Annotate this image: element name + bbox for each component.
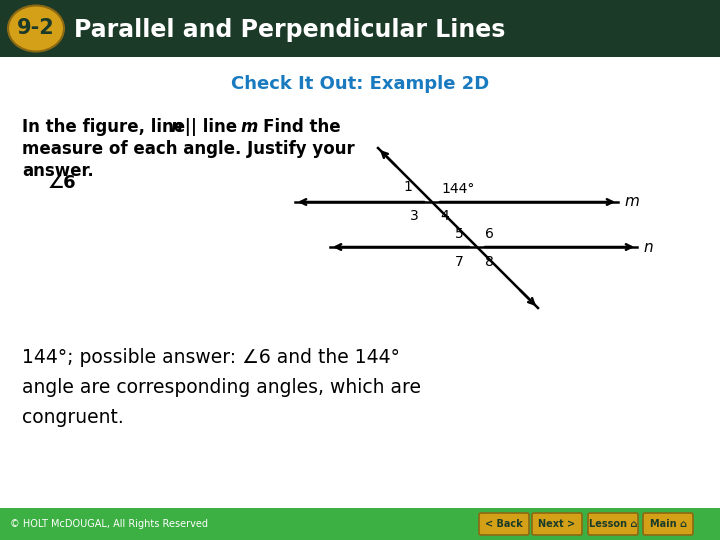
Text: m: m [624,194,639,210]
Text: 6: 6 [485,227,493,241]
Text: 144°: 144° [441,182,474,196]
Text: 5: 5 [454,227,464,241]
Text: angle are corresponding angles, which are: angle are corresponding angles, which ar… [22,378,421,397]
Text: m: m [240,118,257,136]
Text: Parallel and Perpendicular Lines: Parallel and Perpendicular Lines [74,17,505,42]
Text: measure of each angle. Justify your: measure of each angle. Justify your [22,140,355,158]
Text: Next >: Next > [539,519,575,529]
Text: © HOLT McDOUGAL, All Rights Reserved: © HOLT McDOUGAL, All Rights Reserved [10,519,208,529]
Text: 8: 8 [485,255,493,269]
FancyBboxPatch shape [643,513,693,535]
Text: Check It Out: Example 2D: Check It Out: Example 2D [231,75,489,93]
Text: . Find the: . Find the [251,118,341,136]
Text: ∠6: ∠6 [48,174,76,192]
Text: congruent.: congruent. [22,408,124,427]
Bar [0,508,720,540]
Text: Main ⌂: Main ⌂ [649,519,686,529]
Text: 7: 7 [454,255,464,269]
Text: 1: 1 [404,180,413,194]
Text: answer.: answer. [22,162,94,180]
Text: || line: || line [179,118,243,136]
FancyBboxPatch shape [588,513,638,535]
Text: n: n [643,240,652,254]
Text: < Back: < Back [485,519,523,529]
Ellipse shape [8,5,64,51]
Bar [0,0,720,57]
Text: n: n [170,118,182,136]
FancyBboxPatch shape [479,513,529,535]
FancyBboxPatch shape [532,513,582,535]
Text: 4: 4 [441,209,449,223]
Text: 3: 3 [410,209,418,223]
Text: 9-2: 9-2 [17,18,55,38]
Text: 144°; possible answer: ∠6 and the 144°: 144°; possible answer: ∠6 and the 144° [22,348,400,367]
Text: Lesson ⌂: Lesson ⌂ [589,519,637,529]
Text: In the figure, line: In the figure, line [22,118,191,136]
